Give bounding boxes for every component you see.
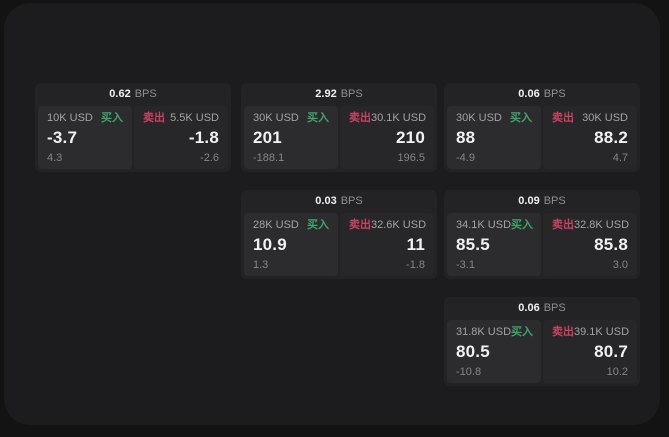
buy-tag[interactable]: 买入 [510,112,532,124]
quote-card: 0.09 BPS 34.1K USD 买入 85.5 -3.1 卖出 32.8K… [444,190,640,279]
card-header: 0.09 BPS [444,190,640,213]
sell-price: -1.8 [188,128,219,147]
sell-price: 210 [396,128,425,147]
buy-panel[interactable]: 10K USD 买入 -3.7 4.3 [38,106,132,169]
buy-tag[interactable]: 买入 [101,112,123,124]
buy-size: 30K USD [456,112,502,124]
sell-size: 5.5K USD [170,112,219,124]
buy-price: 85.5 [456,235,490,254]
card-body: 31.8K USD 买入 80.5 -10.8 卖出 39.1K USD 80.… [444,320,640,383]
buy-panel[interactable]: 31.8K USD 买入 80.5 -10.8 [447,320,541,383]
card-header: 0.06 BPS [444,83,640,106]
sell-size: 39.1K USD [574,326,630,338]
sell-price: 11 [406,235,425,254]
buy-price: 201 [253,128,282,147]
card-header: 0.03 BPS [241,190,437,213]
buy-price: 88 [456,128,476,147]
bps-unit-label: BPS [340,88,363,100]
buy-size: 10K USD [47,112,93,124]
buy-size: 34.1K USD [456,219,512,231]
buy-price: -3.7 [47,128,78,147]
buy-tag[interactable]: 买入 [307,112,329,124]
bps-unit-label: BPS [543,195,566,207]
bps-value: 2.92 [315,88,337,100]
sell-panel[interactable]: 卖出 5.5K USD -1.8 -2.6 [134,106,228,169]
buy-tag[interactable]: 买入 [511,219,534,231]
quote-card: 2.92 BPS 30K USD 买入 201 -188.1 卖出 30.1K … [241,83,437,172]
bps-unit-label: BPS [134,88,157,100]
sell-panel[interactable]: 卖出 39.1K USD 80.7 10.2 [543,320,637,383]
sell-panel[interactable]: 卖出 30K USD 88.2 4.7 [543,106,637,169]
sell-sub-value: -1.8 [406,259,425,271]
sell-price: 80.7 [594,342,628,361]
bps-value: 0.03 [315,195,337,207]
buy-tag[interactable]: 买入 [511,326,534,338]
bps-value: 0.06 [518,88,540,100]
buy-panel[interactable]: 30K USD 买入 88 -4.9 [447,106,541,169]
buy-sub-value: -10.8 [456,366,482,378]
buy-sub-value: -3.1 [456,259,475,271]
sell-size: 30.1K USD [371,112,427,124]
card-header: 0.62 BPS [35,83,231,106]
buy-panel[interactable]: 30K USD 买入 201 -188.1 [244,106,338,169]
card-body: 28K USD 买入 10.9 1.3 卖出 32.6K USD 11 -1.8 [241,213,437,276]
sell-panel[interactable]: 卖出 32.6K USD 11 -1.8 [340,213,434,276]
sell-sub-value: 10.2 [606,366,628,378]
sell-tag[interactable]: 卖出 [349,112,371,124]
buy-panel[interactable]: 28K USD 买入 10.9 1.3 [244,213,338,276]
sell-sub-value: 196.5 [397,152,425,164]
sell-sub-value: -2.6 [200,152,219,164]
card-body: 34.1K USD 买入 85.5 -3.1 卖出 32.8K USD 85.8… [444,213,640,276]
card-body: 30K USD 买入 201 -188.1 卖出 30.1K USD 210 1… [241,106,437,169]
card-header: 2.92 BPS [241,83,437,106]
sell-sub-value: 3.0 [612,259,628,271]
sell-size: 30K USD [582,112,628,124]
buy-sub-value: -4.9 [456,152,475,164]
card-header: 0.06 BPS [444,297,640,320]
quote-card: 0.03 BPS 28K USD 买入 10.9 1.3 卖出 32.6K US… [241,190,437,279]
buy-sub-value: -188.1 [253,152,285,164]
bps-unit-label: BPS [543,88,566,100]
buy-price: 80.5 [456,342,490,361]
buy-size: 28K USD [253,219,299,231]
buy-sub-value: 4.3 [47,152,63,164]
bps-value: 0.06 [518,302,540,314]
buy-panel[interactable]: 34.1K USD 买入 85.5 -3.1 [447,213,541,276]
buy-tag[interactable]: 买入 [307,219,329,231]
bps-unit-label: BPS [340,195,363,207]
buy-price: 10.9 [253,235,287,254]
sell-size: 32.8K USD [574,219,630,231]
buy-size: 31.8K USD [456,326,512,338]
sell-panel[interactable]: 卖出 30.1K USD 210 196.5 [340,106,434,169]
buy-sub-value: 1.3 [253,259,269,271]
sell-tag[interactable]: 卖出 [143,112,165,124]
sell-tag[interactable]: 卖出 [349,219,371,231]
sell-tag[interactable]: 卖出 [552,219,574,231]
sell-panel[interactable]: 卖出 32.8K USD 85.8 3.0 [543,213,637,276]
sell-tag[interactable]: 卖出 [552,326,574,338]
buy-size: 30K USD [253,112,299,124]
bps-value: 0.62 [109,88,131,100]
card-body: 30K USD 买入 88 -4.9 卖出 30K USD 88.2 4.7 [444,106,640,169]
sell-price: 88.2 [594,128,628,147]
sell-sub-value: 4.7 [612,152,628,164]
sell-size: 32.6K USD [371,219,427,231]
quote-card: 0.06 BPS 31.8K USD 买入 80.5 -10.8 卖出 39.1… [444,297,640,386]
bps-value: 0.09 [518,195,540,207]
quote-card: 0.62 BPS 10K USD 买入 -3.7 4.3 卖出 5.5K USD… [35,83,231,172]
card-body: 10K USD 买入 -3.7 4.3 卖出 5.5K USD -1.8 -2.… [35,106,231,169]
bps-unit-label: BPS [543,302,566,314]
sell-price: 85.8 [594,235,628,254]
sell-tag[interactable]: 卖出 [552,112,574,124]
quote-card: 0.06 BPS 30K USD 买入 88 -4.9 卖出 30K USD 8… [444,83,640,172]
